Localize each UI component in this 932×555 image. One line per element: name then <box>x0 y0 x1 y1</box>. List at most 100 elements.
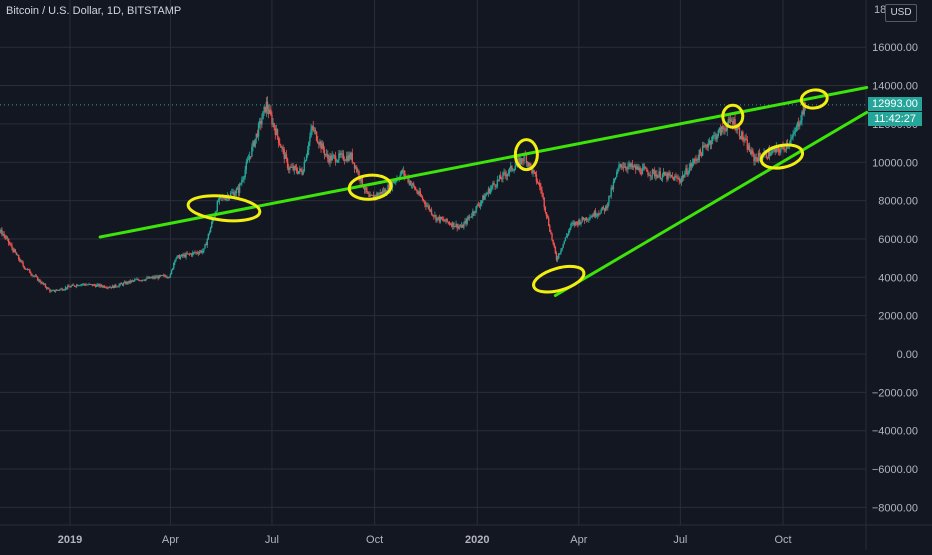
candle-body <box>137 279 138 280</box>
candle-body <box>118 285 119 287</box>
candle-body <box>170 274 171 277</box>
candle-body <box>681 178 682 182</box>
candle-body <box>416 190 417 193</box>
candle-body <box>317 141 318 143</box>
y-tick-label: 0.00 <box>897 349 918 361</box>
candle-body <box>305 161 306 162</box>
x-tick-label: Oct <box>366 534 383 546</box>
currency-button[interactable]: USD <box>885 4 917 22</box>
candle-body <box>101 285 102 287</box>
candle-body <box>115 285 116 287</box>
y-tick-label: 16000.00 <box>872 42 918 54</box>
candle-body <box>550 232 551 234</box>
candle-body <box>724 128 725 130</box>
candle-body <box>308 142 309 150</box>
candle-body <box>778 148 779 151</box>
y-tick-label: 2000.00 <box>878 311 918 323</box>
candle-body <box>172 268 173 270</box>
candle-body <box>420 191 421 195</box>
candle-body <box>68 286 69 287</box>
y-tick-label: 6000.00 <box>878 234 918 246</box>
candle-body <box>480 203 481 206</box>
candle-body <box>208 234 209 239</box>
candle-body <box>616 172 617 177</box>
candle-body <box>145 279 146 281</box>
candle-body <box>676 177 677 179</box>
candle-body <box>496 186 497 187</box>
candle-body <box>508 172 509 174</box>
candle-body <box>87 285 88 286</box>
candle-body <box>661 178 662 179</box>
candle-body <box>432 214 433 215</box>
candle-body <box>536 174 537 181</box>
candle-body <box>642 168 643 174</box>
candle-body <box>647 172 648 175</box>
candle-body <box>470 217 471 218</box>
x-tick-label: 2019 <box>58 534 82 546</box>
candle-body <box>557 258 558 260</box>
candle-body <box>759 153 760 157</box>
candle-body <box>752 150 753 154</box>
candle-body <box>43 282 44 284</box>
candle-body <box>343 153 344 159</box>
symbol-title[interactable]: Bitcoin / U.S. Dollar, 1D, BITSTAMP <box>6 5 181 17</box>
y-tick-label: −6000.00 <box>872 464 918 476</box>
candle-body <box>610 188 611 196</box>
candle-body <box>551 234 552 240</box>
candle-body <box>240 184 241 185</box>
candle-body <box>502 173 503 179</box>
candle-body <box>718 130 719 136</box>
candle-body <box>175 258 176 260</box>
candle-body <box>441 217 442 219</box>
candle-body <box>295 166 296 168</box>
candle-body <box>546 212 547 216</box>
candle-body <box>11 245 12 248</box>
candle-body <box>580 222 581 224</box>
candle-body <box>560 250 561 253</box>
candle-body <box>651 176 652 177</box>
candle-body <box>22 263 23 266</box>
candle-body <box>708 144 709 148</box>
candle-body <box>607 203 608 208</box>
candle-body <box>487 193 488 194</box>
candle-body <box>3 234 4 236</box>
candle-body <box>614 179 615 182</box>
candle-body <box>30 273 31 274</box>
candle-body <box>595 211 596 216</box>
candle-body <box>544 198 545 207</box>
candle-body <box>589 217 590 219</box>
candle-body <box>436 218 437 221</box>
candle-body <box>248 159 249 160</box>
candle-body <box>250 156 251 157</box>
candle-body <box>180 256 181 259</box>
candle-body <box>712 136 713 141</box>
candle-body <box>792 134 793 137</box>
candle-body <box>307 150 308 155</box>
candle-body <box>515 166 516 170</box>
candle-body <box>448 222 449 223</box>
candle-body <box>608 196 609 204</box>
candle-body <box>756 157 757 158</box>
candle-body <box>542 193 543 197</box>
candle-body <box>323 143 324 149</box>
candle-body <box>411 185 412 186</box>
candle-body <box>689 168 690 173</box>
candle-body <box>271 115 272 124</box>
candle-body <box>564 241 565 244</box>
candle-body <box>239 184 240 193</box>
candle-body <box>522 161 523 162</box>
candle-body <box>324 150 325 155</box>
candle-body <box>618 165 619 169</box>
candle-body <box>588 219 589 220</box>
candle-body <box>209 232 210 233</box>
candle-body <box>539 183 540 186</box>
candle-body <box>332 156 333 161</box>
candle-body <box>404 171 405 176</box>
candle-body <box>96 285 97 287</box>
candle-body <box>471 216 472 217</box>
candle-body <box>327 154 328 159</box>
candle-body <box>315 130 316 132</box>
